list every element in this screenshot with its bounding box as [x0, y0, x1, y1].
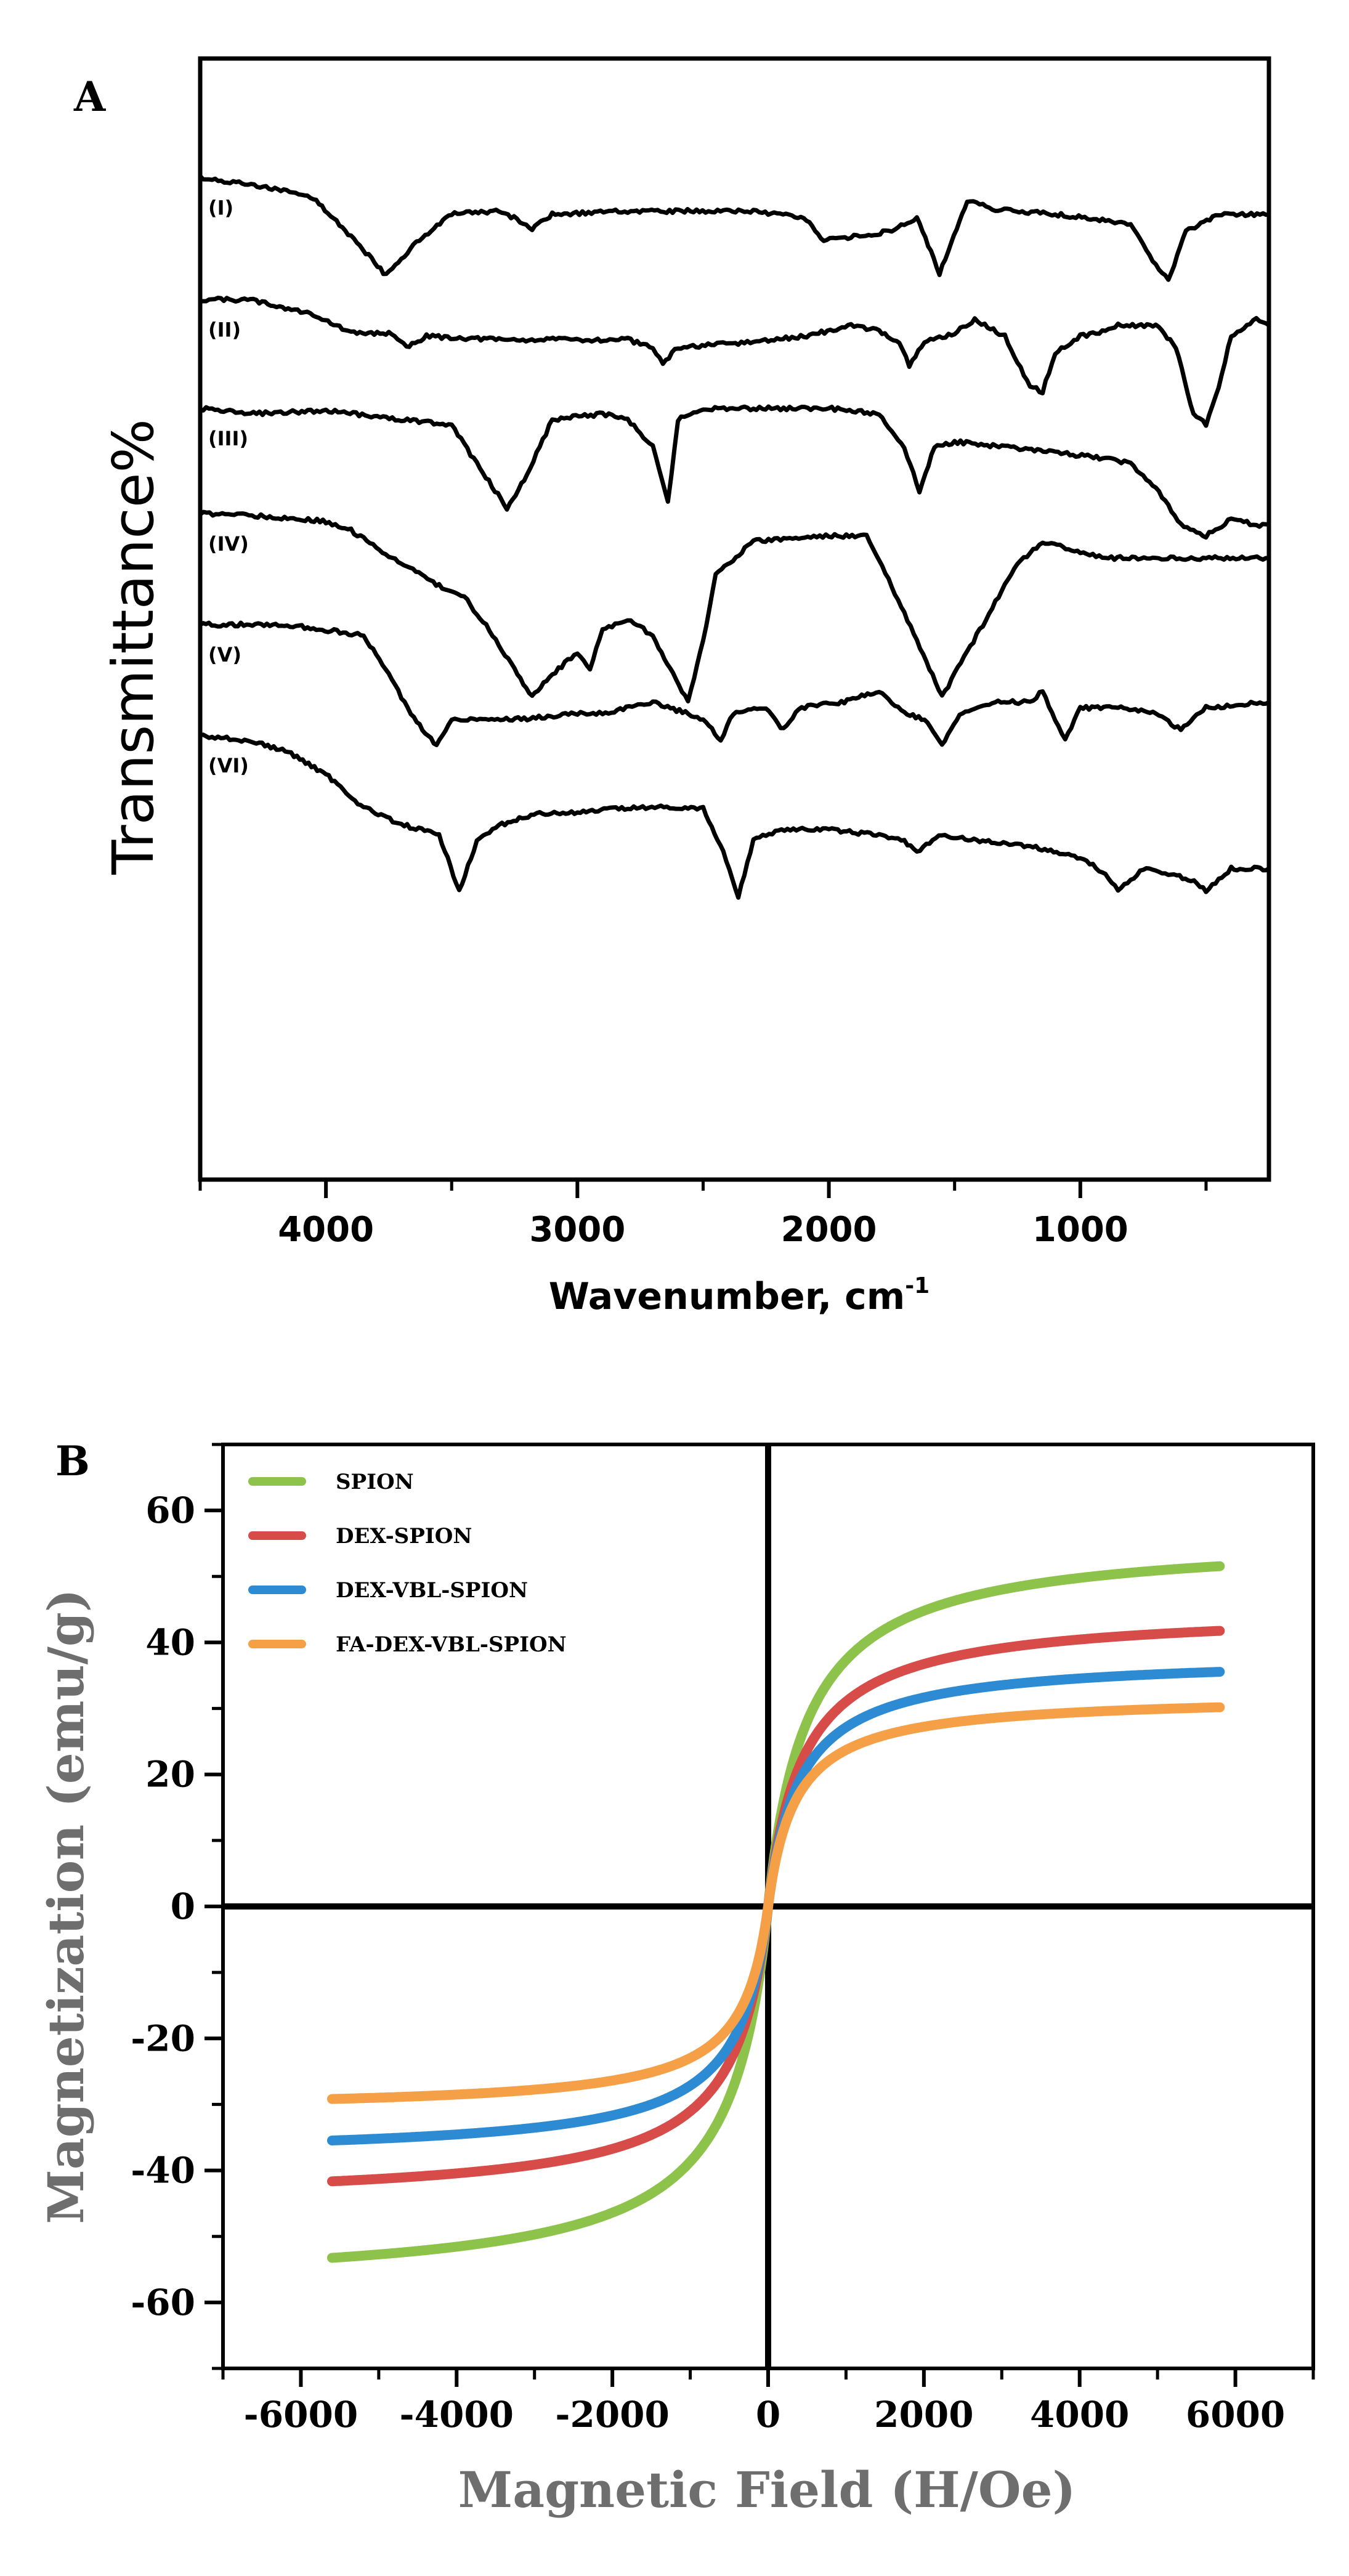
b-x-tick-label: 4000 [1030, 2394, 1129, 2436]
b-y-tick-label: -40 [131, 2150, 195, 2192]
panel-b-letter: B [55, 1437, 90, 1485]
trace-label-1: (I) [208, 196, 233, 220]
panel-b-curves [327, 1561, 1225, 2263]
curve-fa-dex-vbl-spion [327, 1702, 1225, 2104]
a-tick-label: 4000 [278, 1210, 374, 1250]
trace-label-6: (VI) [208, 754, 249, 777]
trace-5 [199, 620, 1270, 747]
legend-label-spion: SPION [336, 1470, 414, 1494]
panel-a-x-ticks: 4000 3000 2000 1000 [198, 1180, 1208, 1250]
b-y-tick-label: 0 [171, 1885, 195, 1927]
panel-a-traces: (I) (II) (III) (IV) (V) (VI) [198, 174, 1270, 900]
legend-label-dex-spion: DEX-SPION [336, 1524, 472, 1549]
panel-b-y-axis-label: Magnetization (emu/g) [37, 1589, 95, 2224]
trace-3 [200, 404, 1270, 540]
panel-a-ftir-chart: A (I) (II) (III) (IV) (V) (VI) 4000 3000 2000 10… [73, 56, 1271, 1318]
panel-a-x-axis-label-text: Wavenumber, cm [549, 1275, 905, 1318]
a-tick-label: 2000 [781, 1210, 877, 1250]
b-x-tick-label: -4000 [400, 2394, 514, 2436]
b-x-tick-label: -2000 [555, 2394, 670, 2436]
b-x-tick-label: 0 [756, 2394, 780, 2436]
b-y-tick-label: -60 [131, 2282, 195, 2323]
b-x-tick-label: -6000 [244, 2394, 359, 2436]
trace-2 [200, 296, 1270, 428]
b-x-tick-label: 6000 [1186, 2394, 1285, 2436]
trace-1 [198, 174, 1270, 282]
b-y-tick-label: 20 [145, 1754, 195, 1796]
panel-a-frame [198, 56, 1271, 1182]
panel-a-y-axis-label: Transmittance% [100, 419, 166, 875]
panel-a-letter: A [73, 73, 106, 121]
panel-b-magnetization-chart: B SPION DEX-SPION DEX-VBL-SPION FA-DEX-VBL-… [37, 1437, 1315, 2519]
trace-label-2: (II) [208, 318, 241, 342]
trace-label-4: (IV) [208, 532, 249, 556]
trace-6 [200, 732, 1270, 900]
legend-label-dex-vbl-spion: DEX-VBL-SPION [336, 1578, 528, 1603]
panel-b-ticks: -6000 -4000 -2000 0 2000 4000 6000 -60 -40 -20 0 20… [131, 1443, 1315, 2436]
b-y-tick-label: -20 [131, 2017, 195, 2059]
panel-a-x-axis-label-superscript: -1 [905, 1273, 930, 1298]
a-tick-label: 1000 [1032, 1210, 1128, 1250]
trace-4 [198, 509, 1269, 703]
legend-label-fa-dex-vbl-spion: FA-DEX-VBL-SPION [336, 1632, 567, 1657]
b-x-tick-label: 2000 [874, 2394, 973, 2436]
trace-label-5: (V) [208, 643, 241, 666]
panel-a-x-axis-label: Wavenumber, cm-1 [549, 1273, 930, 1318]
a-tick-label: 3000 [529, 1210, 625, 1250]
b-y-tick-label: 60 [145, 1489, 195, 1531]
panel-b-x-axis-label: Magnetic Field (H/Oe) [458, 2461, 1076, 2519]
trace-label-3: (III) [208, 427, 248, 450]
b-y-tick-label: 40 [145, 1621, 195, 1663]
panel-b-legend: SPION DEX-SPION DEX-VBL-SPION FA-DEX-VBL-SP… [248, 1470, 567, 1657]
